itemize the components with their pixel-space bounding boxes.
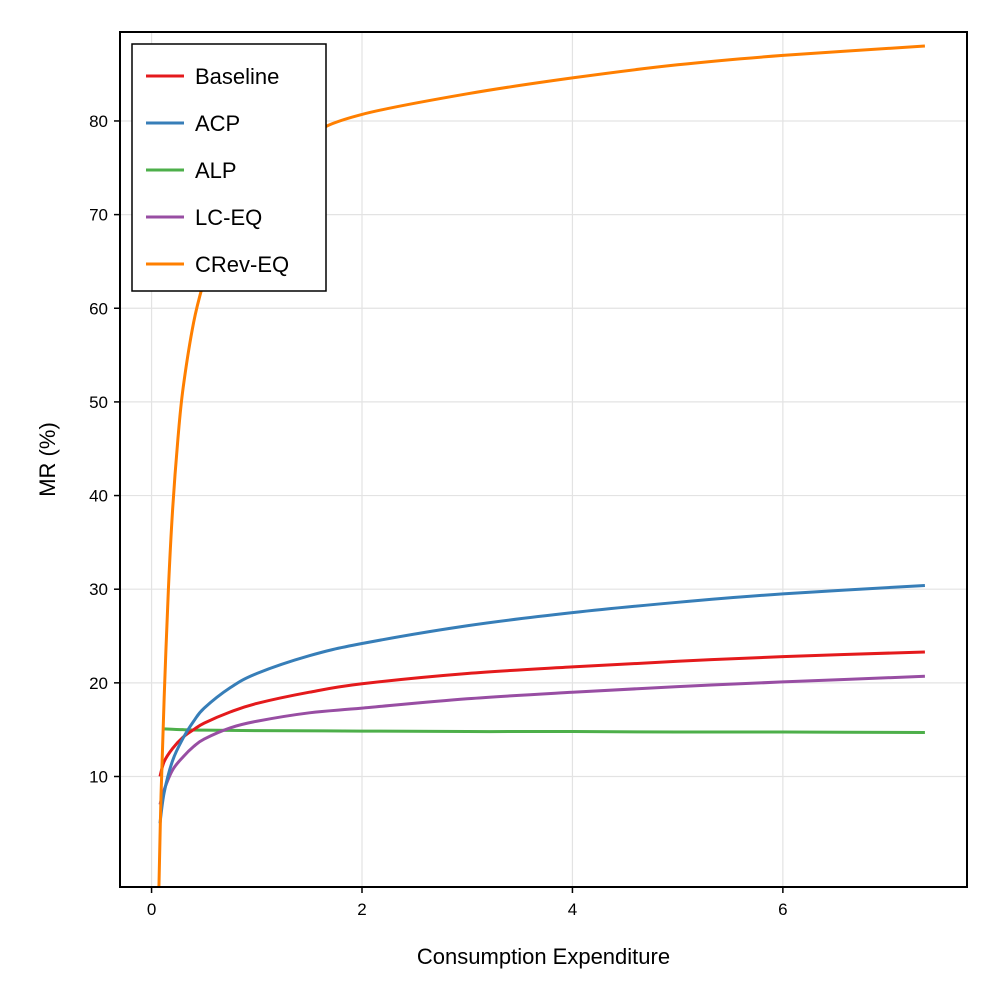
x-tick-label: 2: [357, 900, 366, 919]
y-tick-label: 30: [89, 580, 108, 599]
y-tick-label: 80: [89, 112, 108, 131]
x-axis-label: Consumption Expenditure: [417, 944, 670, 969]
x-tick-label: 0: [147, 900, 156, 919]
y-tick-label: 40: [89, 487, 108, 506]
plot-frame: [119, 31, 968, 888]
series-line-acp: [158, 583, 925, 824]
grid: [120, 32, 967, 887]
x-tick-label: 4: [568, 900, 577, 919]
axis-ticks: 0 2 4 6 10 20 30 40 50 60 70 80: [89, 112, 788, 919]
y-tick-label: 50: [89, 393, 108, 412]
legend: Baseline ACP ALP LC-EQ CRev-EQ: [131, 43, 327, 292]
legend-label-alp: ALP: [195, 158, 237, 183]
legend-label-lc-eq: LC-EQ: [195, 205, 262, 230]
series-line-lc-eq: [158, 674, 925, 805]
y-tick-label: 10: [89, 767, 108, 786]
legend-label-baseline: Baseline: [195, 64, 279, 89]
series-line-baseline: [158, 650, 925, 777]
y-axis-label: MR (%): [35, 422, 60, 497]
legend-label-acp: ACP: [195, 111, 240, 136]
legend-box: [131, 43, 327, 292]
x-tick-label: 6: [778, 900, 787, 919]
series-line-alp: [162, 727, 925, 734]
y-tick-label: 20: [89, 674, 108, 693]
legend-label-crev-eq: CRev-EQ: [195, 252, 289, 277]
y-tick-label: 70: [89, 206, 108, 225]
y-tick-label: 60: [89, 299, 108, 318]
